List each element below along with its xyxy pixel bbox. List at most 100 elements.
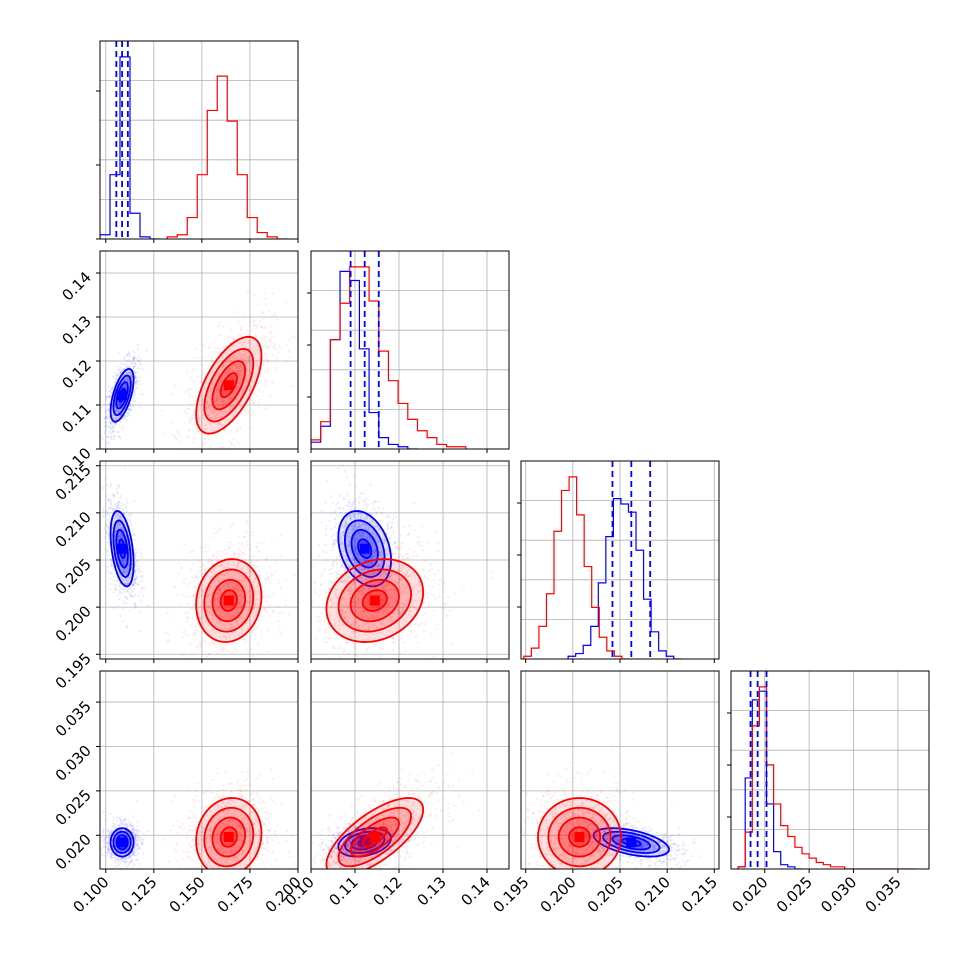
y-tick-label: 0.195 [52,649,95,692]
contour-red [349,578,400,623]
contour-blue [350,528,379,569]
contour-blue [115,834,129,851]
contour-red [361,826,388,848]
y-tick-label: 0.14 [58,268,94,304]
histogram-red [737,686,916,869]
y-tick-label: 0.12 [58,356,94,392]
panel-frame [99,40,299,240]
x-tick-label: 0.11 [325,873,361,909]
contour-blue [337,510,392,588]
histogram-blue [100,56,160,239]
x-tick-label: 0.205 [584,873,627,916]
contour-red [219,826,238,848]
y-tick-label: 0.035 [52,697,95,740]
y-tick-label: 0.210 [52,508,95,551]
panel-frame [310,460,510,660]
contour-red [195,558,263,643]
contour-red [219,372,238,399]
contour-red [349,816,400,858]
peak-blue [626,837,637,848]
panel-2-2 [517,460,720,663]
panel-2-1 [310,460,510,663]
contour-red [568,826,591,848]
contour-red [325,797,425,869]
x-tick-label: 0.020 [728,873,771,916]
x-tick-label: 0.215 [678,873,721,916]
panel-1-0: 0.100.110.120.130.14 [58,250,299,480]
x-tick-label: 0.200 [537,873,580,916]
peak-blue [117,837,128,848]
peak-red [223,595,234,606]
panel-frame [99,250,299,450]
contour-blue [602,830,661,854]
histogram-blue [311,270,418,449]
x-tick-label: 0.12 [369,873,405,909]
panel-frame [310,250,510,450]
y-tick-label: 0.200 [52,602,95,645]
contour-blue [109,510,135,588]
x-tick-label: 0.125 [118,873,161,916]
y-tick-label: 0.025 [52,786,95,829]
contour-blue [357,538,373,560]
peak-blue [359,837,370,848]
contour-red [195,335,263,435]
peak-blue [359,543,370,554]
contour-blue [620,837,642,847]
contour-red [557,816,602,858]
histogram-blue [737,690,803,869]
y-tick-label: 0.020 [52,830,95,873]
contour-blue [112,519,132,578]
scatter-red [311,502,493,659]
histogram-red [523,476,630,659]
contour-red [203,348,255,423]
y-tick-label: 0.030 [52,742,95,785]
contour-red [337,568,412,633]
contour-red [537,797,622,869]
contour-blue [118,837,126,847]
x-tick-label: 0.195 [489,873,532,916]
histogram-red [166,75,288,239]
peak-red [574,832,585,843]
contour-red [325,558,425,643]
contour-blue [115,381,129,410]
contour-red [547,806,612,868]
contour-red [211,360,247,411]
scatter-red [311,752,481,869]
x-tick-label: 0.025 [773,873,816,916]
contour-blue [112,830,132,854]
contour-blue [118,538,126,560]
contour-red [211,816,247,858]
contour-red [361,589,388,612]
panel-frame [99,670,299,870]
contour-blue [118,387,126,403]
panel-frame [310,670,510,870]
contour-blue [343,830,386,854]
scatter-red [161,291,296,449]
y-tick-label: 0.11 [58,400,94,436]
contour-blue [109,827,135,858]
panel-1-1 [307,250,510,453]
peak-red [223,832,234,843]
y-tick-label: 0.205 [52,555,95,598]
panel-frame [730,670,930,870]
panel-3-2: 0.195 0.200 0.205 0.210 0.215 [489,670,721,916]
contour-blue [343,519,386,578]
contour-red [203,568,255,633]
contour-red [337,806,412,868]
peak-blue [117,390,128,401]
peak-blue [117,543,128,554]
x-tick-label: 0.175 [214,873,257,916]
x-tick-label: 0.030 [817,873,860,916]
x-tick-label: 0.150 [166,873,209,916]
contour-blue [592,827,670,858]
contour-blue [357,837,373,847]
x-tick-label: 0.035 [862,873,905,916]
panel-3-3: 0.020 0.025 0.030 0.035 [727,670,930,916]
panel-0-0 [96,40,299,243]
panel-3-1: 0.10 0.11 0.12 0.13 0.14 [281,670,510,909]
x-tick-label: 0.210 [631,873,674,916]
peak-red [369,595,380,606]
